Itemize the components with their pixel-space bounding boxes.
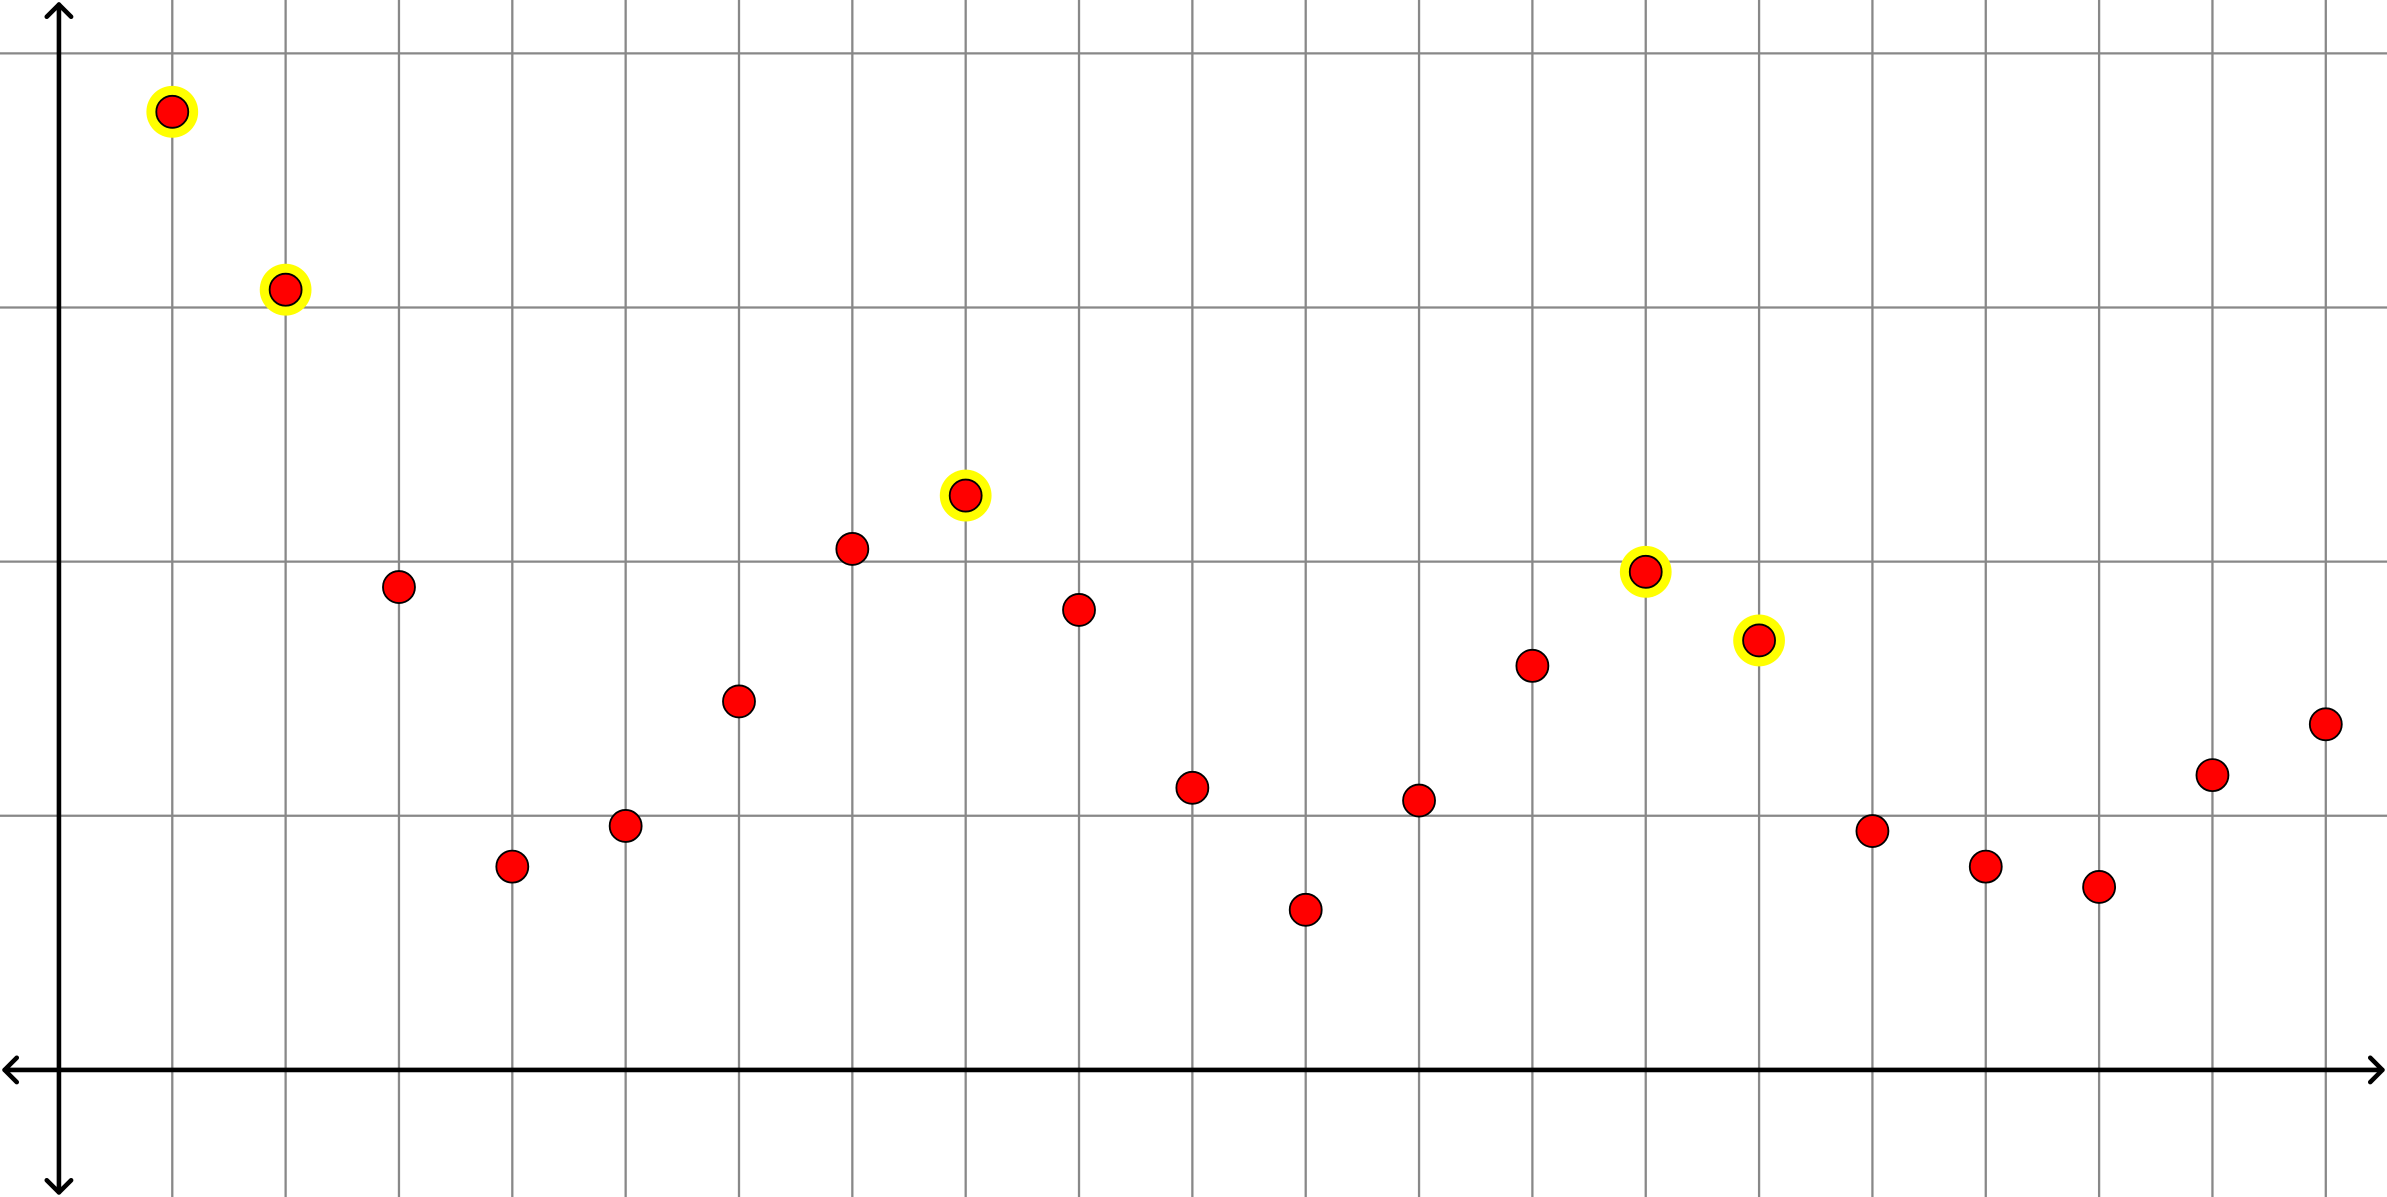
point xyxy=(1628,554,1663,589)
point xyxy=(1742,623,1776,658)
point xyxy=(1175,770,1210,805)
point xyxy=(608,809,643,843)
point xyxy=(1855,814,1890,848)
point xyxy=(1402,783,1436,818)
point xyxy=(495,849,530,884)
point xyxy=(155,94,190,129)
point xyxy=(722,684,756,719)
point xyxy=(268,272,303,307)
point xyxy=(2308,707,2343,742)
point xyxy=(2082,870,2117,904)
y-axis-arrow xyxy=(44,1177,74,1195)
point xyxy=(1062,593,1096,627)
y-axis-arrow xyxy=(44,2,74,20)
point xyxy=(382,570,416,604)
x-axis-arrow xyxy=(2,1055,20,1085)
point xyxy=(1288,892,1323,927)
point xyxy=(1968,849,2003,884)
x-axis-arrow xyxy=(2367,1055,2385,1085)
point xyxy=(2195,758,2230,793)
point xyxy=(1515,648,1550,683)
point xyxy=(948,478,983,513)
point xyxy=(835,532,870,566)
